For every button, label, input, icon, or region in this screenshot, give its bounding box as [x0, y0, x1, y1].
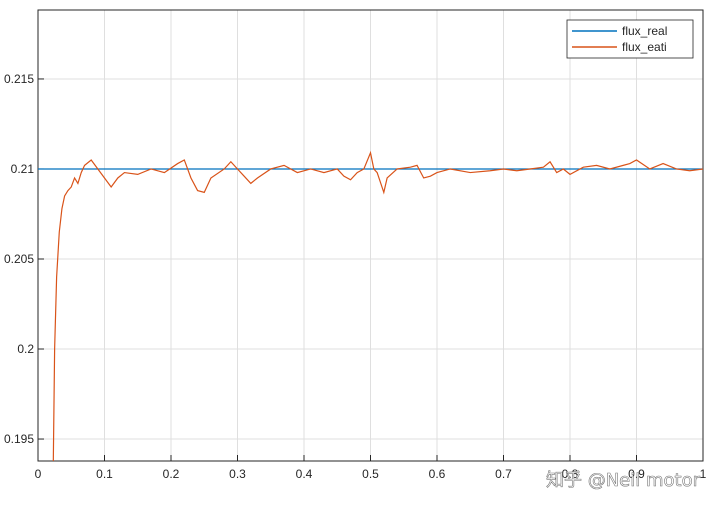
y-tick-label: 0.21	[11, 162, 35, 176]
watermark: 知乎 @Neil motor	[546, 470, 701, 491]
x-tick-label: 0	[35, 467, 42, 481]
x-tick-label: 0.1	[96, 467, 113, 481]
legend-label: flux_eati	[622, 40, 667, 54]
x-tick-label: 0.8	[562, 467, 579, 481]
y-tick-label: 0.2	[17, 342, 34, 356]
y-tick-label: 0.195	[4, 432, 34, 446]
plot-area: 0 0.1 0.2 0.3 0.4 0.5 0.6 0.7 0.8 0.9 1 0.195 0.2 0.2…	[4, 9, 707, 481]
series-line	[52, 150, 703, 461]
x-tick-label: 0.4	[296, 467, 313, 481]
x-tick-label: 0.6	[429, 467, 446, 481]
x-tick-label: 0.3	[229, 467, 246, 481]
x-tick-label: 0.9	[628, 467, 645, 481]
legend-box	[566, 19, 694, 59]
axes-box	[37, 9, 704, 462]
x-tick-label: 1	[700, 467, 707, 481]
legend: flux_real flux_eati	[566, 19, 694, 59]
legend-label: flux_real	[622, 24, 667, 38]
x-tick-label: 0.5	[362, 467, 379, 481]
x-tick-label: 0.2	[163, 467, 180, 481]
y-tick-label: 0.215	[4, 72, 34, 86]
x-tick-label: 0.7	[495, 467, 512, 481]
y-tick-label: 0.205	[4, 252, 34, 266]
